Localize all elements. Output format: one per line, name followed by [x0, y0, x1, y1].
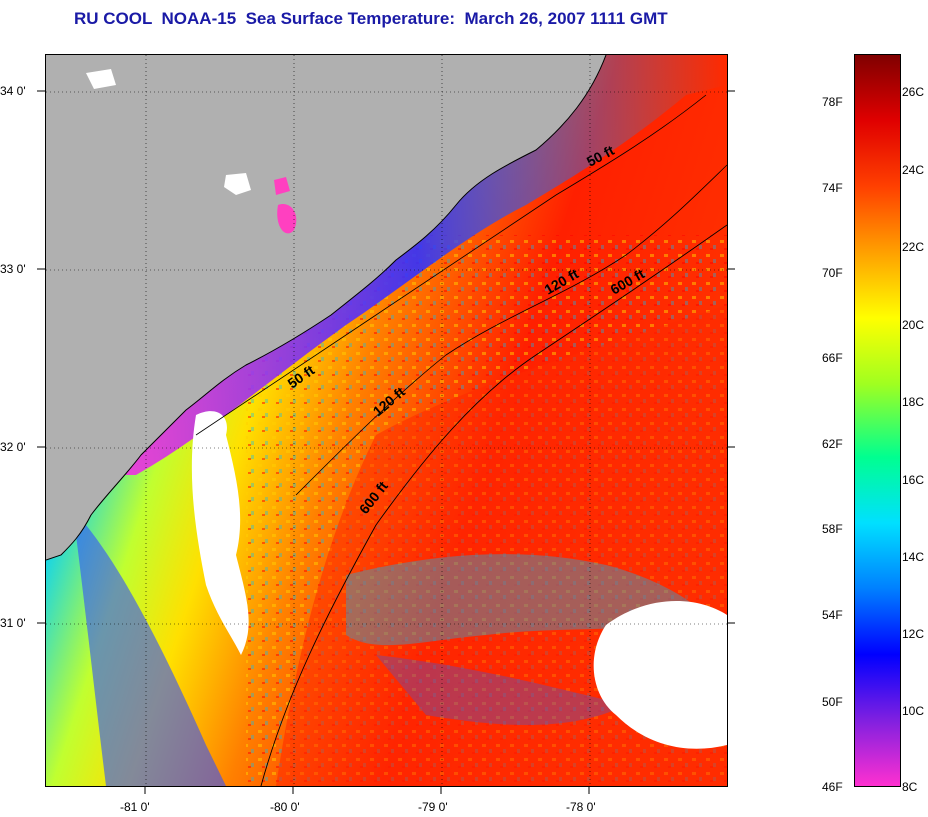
temperature-colorbar	[854, 54, 901, 787]
cloud	[86, 69, 116, 89]
colorbar-c-label: 12C	[902, 627, 925, 641]
nearshore-band	[106, 55, 727, 475]
map-title: RU COOL NOAA-15 Sea Surface Temperature:…	[74, 9, 668, 28]
lat-label: 33 0'	[0, 262, 26, 276]
lon-label: -79 0'	[418, 800, 448, 814]
colorbar-f-label: 74F	[822, 181, 843, 195]
isobath-50ft	[195, 94, 707, 436]
isobath-600ft	[260, 224, 727, 786]
cloud	[191, 411, 249, 655]
colorbar-f-label: 58F	[822, 522, 843, 536]
colorbar-f-label: 50F	[822, 695, 843, 709]
colorbar-f-label: 46F	[822, 780, 843, 794]
colorbar-f-label: 62F	[822, 437, 843, 451]
magenta-spot	[274, 177, 290, 195]
lon-label: -81 0'	[120, 800, 150, 814]
cloud	[593, 601, 727, 749]
colorbar-f-label: 70F	[822, 266, 843, 280]
lat-label: 31 0'	[0, 616, 26, 630]
land	[46, 55, 606, 560]
lon-label: -78 0'	[566, 800, 596, 814]
sst-map-canvas: 50 ft 50 ft 120 ft 120 ft 600 ft 600 ft	[46, 55, 727, 786]
colorbar-c-label: 22C	[902, 240, 925, 254]
colorbar-c-label: 8C	[902, 780, 918, 794]
sst-map[interactable]: 50 ft 50 ft 120 ft 120 ft 600 ft 600 ft	[45, 54, 728, 787]
colorbar-f-label: 78F	[822, 95, 843, 109]
isobath-120ft	[295, 164, 727, 496]
colorbar-c-label: 14C	[902, 550, 925, 564]
colorbar-c-label: 18C	[902, 395, 925, 409]
colorbar-c-label: 16C	[902, 473, 925, 487]
graticule	[46, 55, 727, 786]
cool-patch	[376, 655, 626, 725]
lon-label: -80 0'	[270, 800, 300, 814]
colorbar-c-label: 20C	[902, 318, 925, 332]
magenta-spot	[277, 204, 297, 234]
colorbar-f-label: 54F	[822, 608, 843, 622]
lat-label: 32 0'	[0, 440, 26, 454]
coastline	[46, 55, 607, 561]
colorbar-c-label: 24C	[902, 163, 925, 177]
lat-label: 34 0'	[0, 84, 26, 98]
nearshore-band	[76, 525, 226, 786]
cloud	[224, 173, 251, 195]
colorbar-c-label: 10C	[902, 704, 925, 718]
colorbar-f-label: 66F	[822, 351, 843, 365]
colorbar-c-label: 26C	[902, 85, 925, 99]
